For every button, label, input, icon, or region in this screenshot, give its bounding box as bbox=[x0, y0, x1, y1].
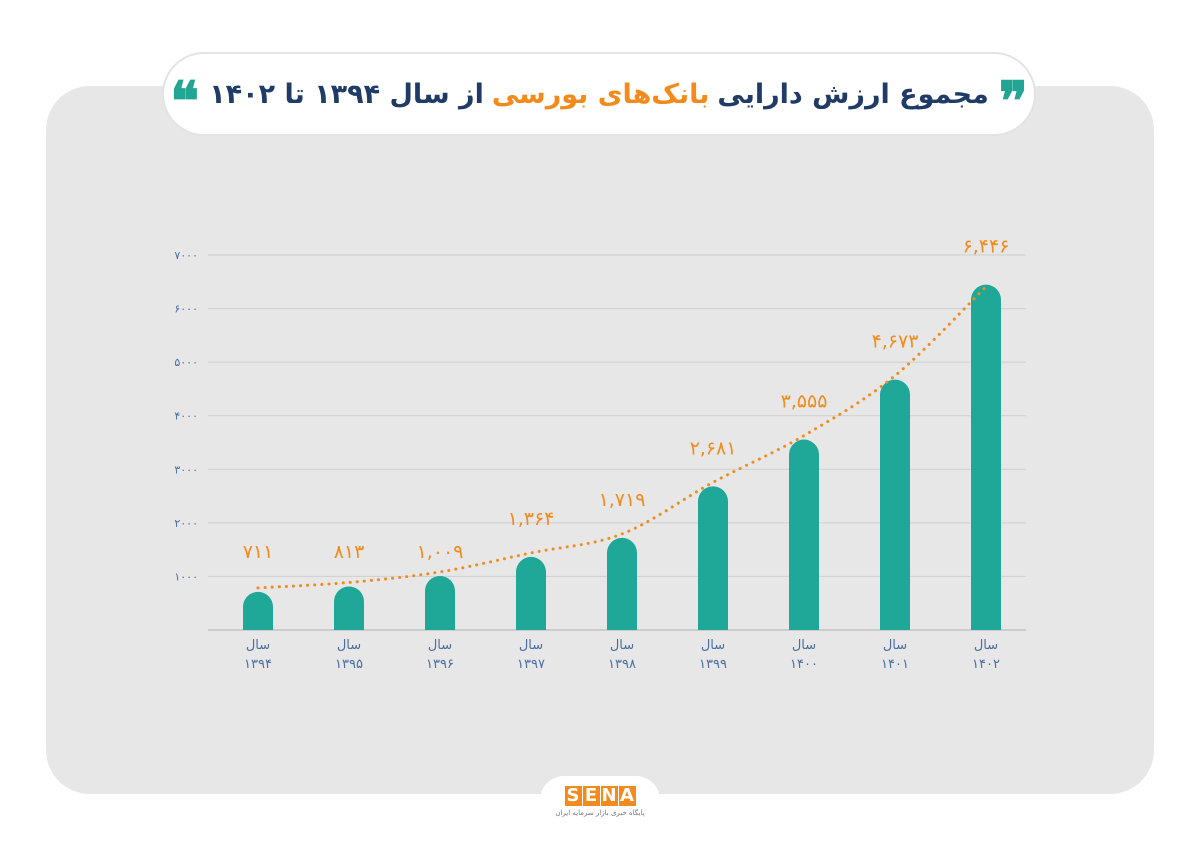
bar bbox=[607, 537, 637, 630]
y-tick-label: ۳۰۰۰ bbox=[174, 463, 198, 476]
x-tick-label: ۱۳۹۹ bbox=[699, 657, 727, 672]
y-tick-label: ۱۰۰۰ bbox=[174, 570, 198, 583]
y-tick-label: ۶۰۰۰ bbox=[174, 303, 198, 316]
x-tick-prefix: سال bbox=[792, 638, 816, 653]
title-banner: ❞ مجموع ارزش دارایی بانک‌های بورسی از سا… bbox=[162, 52, 1036, 136]
data-label: ۸۱۳ bbox=[334, 541, 365, 563]
data-label: ۱,۰۰۹ bbox=[417, 541, 464, 563]
logo-letter: E bbox=[582, 785, 600, 806]
y-tick-label: ۲۰۰۰ bbox=[174, 517, 198, 530]
x-tick-prefix: سال bbox=[337, 638, 361, 653]
sena-logo-badge: S E N A پایگاه خبری بازار سرمایه ایران bbox=[540, 776, 660, 826]
chart-card bbox=[46, 86, 1154, 794]
bar bbox=[880, 379, 910, 630]
x-tick-label: ۱۳۹۷ bbox=[517, 657, 545, 672]
x-tick-label: ۱۴۰۰ bbox=[790, 657, 818, 672]
data-label: ۴,۶۷۳ bbox=[872, 331, 919, 353]
x-tick-prefix: سال bbox=[519, 638, 543, 653]
logo-letter: A bbox=[618, 784, 636, 806]
logo-letter: N bbox=[600, 784, 618, 806]
sena-logo: S E N A bbox=[564, 784, 636, 806]
y-tick-label: ۴۰۰۰ bbox=[174, 410, 198, 423]
bar bbox=[516, 556, 546, 630]
bar bbox=[789, 439, 819, 630]
trend-line bbox=[256, 285, 988, 590]
data-label: ۲,۶۸۱ bbox=[690, 437, 737, 459]
quote-open-icon: ❞ bbox=[998, 69, 1028, 133]
x-tick-prefix: سال bbox=[428, 638, 452, 653]
bar bbox=[425, 575, 455, 630]
x-tick-prefix: سال bbox=[610, 638, 634, 653]
title-accent: بانک‌های بورسی bbox=[491, 78, 710, 110]
logo-letter: S bbox=[564, 785, 582, 806]
data-label: ۷۱۱ bbox=[243, 541, 274, 563]
title-part1: مجموع ارزش دارایی bbox=[717, 78, 989, 110]
y-tick-label: ۵۰۰۰ bbox=[174, 356, 198, 369]
chart-title: ❞ مجموع ارزش دارایی بانک‌های بورسی از سا… bbox=[164, 54, 1034, 134]
y-tick-label: ۷۰۰۰ bbox=[174, 249, 198, 262]
x-tick-label: ۱۳۹۸ bbox=[608, 657, 636, 672]
x-tick-label: ۱۴۰۱ bbox=[881, 657, 909, 672]
data-label: ۳,۵۵۵ bbox=[781, 391, 828, 413]
x-tick-label: ۱۴۰۲ bbox=[972, 657, 1000, 672]
data-label: ۱,۳۶۴ bbox=[508, 508, 555, 530]
x-tick-label: ۱۳۹۴ bbox=[244, 657, 272, 672]
bar bbox=[334, 586, 364, 630]
title-part2: از سال ۱۳۹۴ تا ۱۴۰۲ bbox=[209, 78, 484, 110]
x-tick-label: ۱۳۹۵ bbox=[335, 657, 363, 672]
quote-close-icon: ❝ bbox=[170, 69, 200, 133]
bar bbox=[698, 486, 728, 630]
x-tick-prefix: سال bbox=[974, 638, 998, 653]
x-tick-prefix: سال bbox=[701, 638, 725, 653]
logo-tagline: پایگاه خبری بازار سرمایه ایران bbox=[555, 808, 645, 817]
x-tick-prefix: سال bbox=[883, 638, 907, 653]
data-label: ۱,۷۱۹ bbox=[599, 489, 646, 511]
data-label: ۶,۴۴۶ bbox=[963, 236, 1010, 258]
x-tick-prefix: سال bbox=[246, 638, 270, 653]
x-tick-label: ۱۳۹۶ bbox=[426, 657, 454, 672]
bar bbox=[243, 591, 273, 630]
bar bbox=[971, 284, 1001, 630]
